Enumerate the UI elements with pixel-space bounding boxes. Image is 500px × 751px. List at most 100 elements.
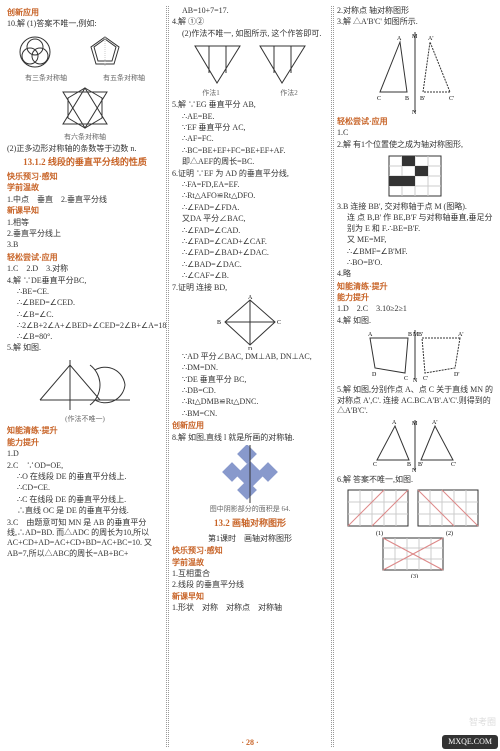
svg-text:(2): (2) xyxy=(446,530,453,537)
m5e: 即△AEF的周长=BC. xyxy=(172,157,328,167)
j2a: ∴O 在线段 DE 的垂直平分线上. xyxy=(7,472,163,482)
r5: 1.D 2.C 3.10≥2≥1 xyxy=(337,304,493,314)
j3: 3.C 由题意可知 MN 是 AB 的垂直平分线,∴AD=BD. 而△ADC 的… xyxy=(7,518,163,560)
i6b: ∴∠BED=∠CED. xyxy=(7,298,163,308)
svg-text:A: A xyxy=(368,332,373,338)
svg-text:A: A xyxy=(397,36,402,42)
sect-klyx: 快乐预习·感知 xyxy=(7,172,163,182)
sect-qscs: 轻松尝试·应用 xyxy=(7,253,163,263)
symm-icons xyxy=(15,32,155,74)
hexagram-icon xyxy=(55,83,115,133)
r0: 2.对称点 轴对称图形 xyxy=(337,6,493,16)
i4: 3.B xyxy=(7,240,163,250)
r7: 5.解 如图,分别作点 A、点 C 关于直线 MN 的对称点 A',C'. 连接… xyxy=(337,385,493,416)
j2b: ∴CD=CE. xyxy=(7,483,163,493)
i1: 1.中点 垂直 2.垂直平分线 xyxy=(7,195,163,205)
j2c: ∴C 在线段 DE 的垂直平分线上. xyxy=(7,495,163,505)
sub-xqwg2: 学前温故 xyxy=(172,558,328,568)
r3c: 连 点 B,B' 作 BE,B'F 与对称轴垂直,垂足分别为 E 和 F.∴BE… xyxy=(337,213,493,234)
m7b: ∴DM=DN. xyxy=(172,363,328,373)
m8: 8.解 如图,直线 l 就是所画的对称轴. xyxy=(172,433,328,443)
svg-text:B: B xyxy=(217,320,221,326)
svg-text:A': A' xyxy=(458,332,463,338)
m6h: ∴∠BAD=∠DAC. xyxy=(172,260,328,270)
cap1: 有三条对称轴 xyxy=(25,74,67,83)
svg-text:B: B xyxy=(408,332,412,338)
svg-text:A: A xyxy=(248,295,253,301)
sub-xkzz: 新课早知 xyxy=(7,206,163,216)
watermark-url: MXQE.COM xyxy=(442,735,498,749)
m5a: ∴AE=BE. xyxy=(172,112,328,122)
q10b: (2)正多边形对称轴的条数等于边数 n. xyxy=(7,144,163,154)
m0: AB=10+7=17. xyxy=(172,6,328,16)
m6e: ∴∠FAD=∠CAD. xyxy=(172,226,328,236)
m1: 4.解 ①② xyxy=(172,17,328,27)
sub-nlts2: 能力提升 xyxy=(337,293,493,303)
title-1312: 13.1.2 线段的垂直平分线的性质 xyxy=(7,157,163,169)
m7a: ∵AD 平分∠BAC, DM⊥AB, DN⊥AC, xyxy=(172,352,328,362)
sect-cxyy2: 创新应用 xyxy=(172,421,328,431)
svg-text:N: N xyxy=(412,468,417,473)
tri-methods-icon xyxy=(185,41,315,89)
m6g: ∴∠FAD=∠BAD+∠DAC. xyxy=(172,248,328,258)
svg-text:M: M xyxy=(412,34,418,40)
svg-text:B: B xyxy=(405,96,409,102)
quad-icon: ABCD A'B'C'D' MN xyxy=(360,328,470,383)
i3: 2.垂直平分线上 xyxy=(7,229,163,239)
sub-xqwg: 学前温故 xyxy=(7,183,163,193)
i6: 4.解 ∵DE垂直平分BC, xyxy=(7,276,163,286)
m1a: (2)作法不唯一, 如图所示, 这个作答即可. xyxy=(172,29,328,39)
m6i: ∴∠CAF=∠B. xyxy=(172,271,328,281)
m6f: ∴∠FAD=∠CAD+∠CAF. xyxy=(172,237,328,247)
svg-text:D': D' xyxy=(454,372,459,378)
m6a: ∴FA=FD,EA=EF. xyxy=(172,180,328,190)
sect-zngl2: 知能清练·提升 xyxy=(337,282,493,292)
sect-zngl: 知能清练·提升 xyxy=(7,426,163,436)
cap3: 有六条对称轴 xyxy=(7,133,163,142)
grid-icon xyxy=(385,152,445,200)
r3b: 3.B 连接 BB', 交对称轴于点 M (图略). xyxy=(337,202,493,212)
svg-text:B': B' xyxy=(420,96,425,102)
svg-text:B': B' xyxy=(418,462,423,468)
i6a: ∴BE=CE. xyxy=(7,287,163,297)
svg-text:N: N xyxy=(412,110,417,115)
watermark-logo: 智考圈 xyxy=(469,717,496,729)
i7: 5.解 如图. xyxy=(7,343,163,353)
svg-text:C: C xyxy=(277,320,281,326)
k2: 2.线段 的垂直平分线 xyxy=(172,580,328,590)
k3: 1.形状 对称 对称点 对称轴 xyxy=(172,603,328,613)
r6: 4.解 如图. xyxy=(337,316,493,326)
i5: 1.C 2.D 3.对称 xyxy=(7,264,163,274)
m7e: ∴Rt△DMB≌Rt△DNC. xyxy=(172,397,328,407)
svg-text:B: B xyxy=(407,462,411,468)
i2: 1.相等 xyxy=(7,218,163,228)
svg-text:C: C xyxy=(373,462,377,468)
svg-text:C: C xyxy=(377,96,381,102)
m5d: ∴BC=BE+EF+FC=BE+EF+AF. xyxy=(172,146,328,156)
sect-qscs2: 轻松尝试·应用 xyxy=(337,117,493,127)
k1: 1.互相重合 xyxy=(172,569,328,579)
svg-text:C: C xyxy=(404,376,408,382)
svg-text:C': C' xyxy=(451,462,456,468)
r3f: ∴BO=B'O. xyxy=(337,258,493,268)
svg-text:C': C' xyxy=(449,96,454,102)
m7c: ∵DE 垂直平分 BC, xyxy=(172,375,328,385)
i6d: ∴2∠B+2∠A+∠BED+∠CED=2∠B+∠A=180°. ∴∠B=80°. xyxy=(7,321,163,342)
svg-text:N: N xyxy=(413,378,418,383)
cap2: 有五条对称轴 xyxy=(103,74,145,83)
r1: 1.C xyxy=(337,128,493,138)
i7cap: (作法不唯一) xyxy=(7,415,163,424)
fig-rhombus: ACDB xyxy=(172,295,328,350)
j2d: ∴直线 OC 是 DE 的垂直平分线. xyxy=(7,506,163,516)
m6: 6.证明 ∵EF 为 AD 的垂直平分线, xyxy=(172,169,328,179)
m7: 7.证明 连接 BD, xyxy=(172,283,328,293)
m5b: ∵EF 垂直平分 AC, xyxy=(172,123,328,133)
reflect-tri-icon: MN CBA C'B'A' xyxy=(365,30,465,115)
fig-construct: (作法不唯一) xyxy=(7,355,163,424)
j1: 1.D xyxy=(7,449,163,459)
m7d: ∴DB=CD. xyxy=(172,386,328,396)
mcap2: 作法2 xyxy=(280,89,298,98)
title-kc1: 第1课时 画轴对称图形 xyxy=(172,534,328,544)
m6c: ∴∠FAD=∠FDA. xyxy=(172,203,328,213)
sect-klyx2: 快乐预习·感知 xyxy=(172,546,328,556)
